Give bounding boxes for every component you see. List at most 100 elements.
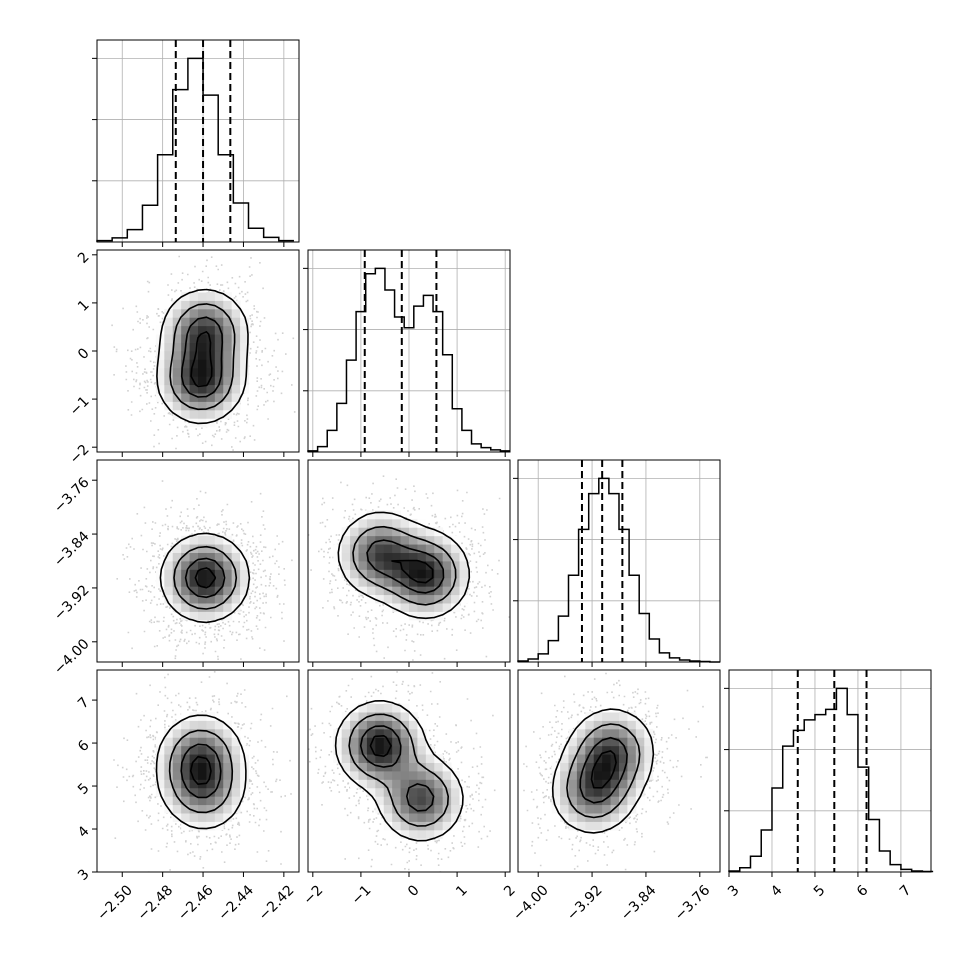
density-cell [409,518,418,528]
density-cell [189,737,199,747]
density-cell [442,603,452,612]
density-cell [400,552,410,562]
density-cell [442,535,452,545]
density-cell [206,745,216,755]
density-cell [366,518,376,528]
density-cell [409,796,418,806]
density-cell [172,409,182,419]
density-cell [593,720,603,730]
density-cell [593,737,603,747]
density-cell [172,384,182,394]
density-cell [206,308,216,318]
density-cell [459,594,469,604]
y-tick-label: −2 [67,442,93,468]
density-cell [172,728,182,738]
density-cell [392,594,401,604]
density-cell [585,829,595,839]
density-cell [198,283,207,293]
density-cell [240,771,249,780]
density-cell [442,771,452,780]
density-cell [451,603,460,612]
density-cell [451,821,460,831]
y-tick-label: 0 [75,345,93,363]
density-cell [198,334,207,343]
density-cell [231,544,241,553]
density-cell [164,796,174,806]
density-cell [172,603,182,612]
density-cell [198,359,207,369]
y-tick-label: 1 [75,297,93,315]
density-cell [425,527,435,537]
density-cell [231,745,241,755]
density-cell [223,325,233,335]
density-cell [206,317,216,327]
density-cell [417,745,427,755]
density-cell [206,334,216,343]
density-cell [434,552,444,562]
density-cell [155,359,165,369]
density-cell [164,762,174,772]
scatter-panel-3-0 [96,669,300,873]
density-cell [383,577,393,587]
histogram-step [96,57,294,242]
density-cell [400,754,410,763]
density-cell [223,351,233,360]
x-tick-label: 1 [453,882,471,900]
density-cell [375,577,385,587]
hist-panel-0 [92,39,300,243]
density-cell [198,611,207,621]
density-cell [409,552,418,562]
density-cell [400,561,410,570]
histogram-step [307,267,510,452]
y-tick-label: 2 [75,249,93,267]
density-cell [627,720,637,730]
density-cell [223,308,233,318]
density-cell [551,762,561,772]
density-cell [164,737,174,747]
density-cell [560,771,569,780]
density-cell [155,351,165,360]
density-cell [333,737,343,747]
density-cell [350,737,359,747]
density-cell [231,552,241,562]
density-cell [366,535,376,545]
density-cell [172,367,182,377]
density-cell [181,367,190,377]
y-tick-label: −1 [67,393,93,419]
density-cell [568,796,578,806]
density-cell [417,603,427,612]
density-cell [627,771,637,780]
density-cell [417,779,427,789]
density-cell [358,745,368,755]
density-cell [459,561,469,570]
density-cell [358,737,368,747]
x-tick-label: 4 [768,882,786,900]
density-cell [198,712,207,721]
density-cell [593,804,603,814]
density-cell [172,771,182,780]
density-cell [392,703,401,713]
density-cell [231,586,241,596]
density-cell [366,728,376,738]
density-cell [442,586,452,596]
density-cell [198,737,207,747]
density-cell [206,393,216,402]
density-cell [560,804,569,814]
density-cell [619,712,628,721]
contour-line [194,567,217,589]
density-cell [576,728,586,738]
density-cell [409,577,418,587]
density-cell [366,762,376,772]
x-tick-label: 7 [897,882,915,900]
density-cell [198,384,207,394]
density-cell [619,754,628,763]
density-cell [350,728,359,738]
density-cell [214,804,224,814]
density-cell [434,813,444,822]
density-cell [164,359,174,369]
density-cell [451,552,460,562]
density-cell [366,787,376,797]
density-cell [164,728,174,738]
density-cell [375,569,385,579]
density-cell [181,737,190,747]
